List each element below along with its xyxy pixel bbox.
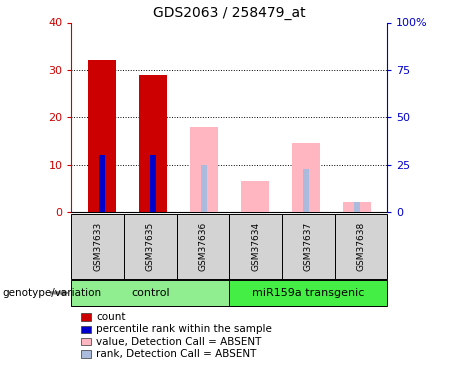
Bar [88,60,116,212]
Text: control: control [131,288,170,298]
Text: rank, Detection Call = ABSENT: rank, Detection Call = ABSENT [96,349,257,359]
Bar [99,155,105,212]
Text: miR159a transgenic: miR159a transgenic [252,288,365,298]
Bar [150,155,156,212]
Text: GSM37633: GSM37633 [93,222,102,271]
Text: value, Detection Call = ABSENT: value, Detection Call = ABSENT [96,337,262,346]
Title: GDS2063 / 258479_at: GDS2063 / 258479_at [153,6,306,20]
Bar [303,169,309,212]
Text: GSM37634: GSM37634 [251,222,260,271]
Text: GSM37638: GSM37638 [356,222,366,271]
Bar [139,75,167,212]
Bar [292,143,320,212]
Text: genotype/variation: genotype/variation [2,288,101,298]
Bar [241,181,269,212]
Bar [201,165,207,212]
Text: GSM37637: GSM37637 [304,222,313,271]
Text: GSM37635: GSM37635 [146,222,155,271]
Text: GSM37636: GSM37636 [199,222,207,271]
Bar [343,202,371,212]
Text: percentile rank within the sample: percentile rank within the sample [96,324,272,334]
Bar [354,202,360,212]
Bar [190,127,218,212]
Text: count: count [96,312,126,322]
